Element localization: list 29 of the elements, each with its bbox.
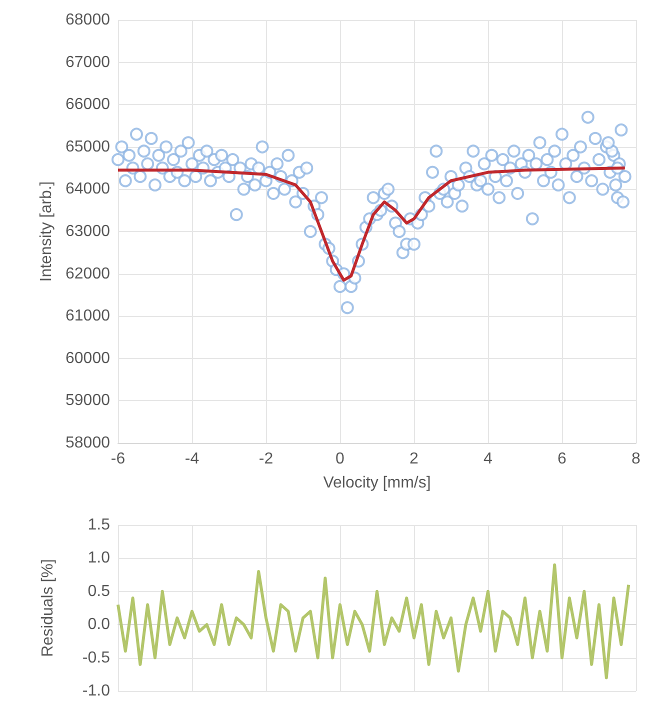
y-tick-label: 58000 (66, 434, 110, 452)
y-tick-label: 68000 (66, 12, 110, 28)
y-axis-title: Intensity [arb.] (38, 181, 56, 282)
x-tick-label: 6 (558, 450, 567, 468)
x-tick-label: -6 (110, 450, 126, 468)
x-axis-title: Velocity [mm/s] (323, 474, 431, 492)
y-axis-title: Residuals [%] (40, 559, 56, 657)
y-tick-label: 63000 (66, 223, 110, 240)
x-tick-label: -4 (184, 450, 200, 468)
y-tick-label: 61000 (66, 308, 110, 325)
x-tick-label: -2 (258, 450, 274, 468)
y-tick-label: -0.5 (82, 649, 110, 666)
y-tick-label: 62000 (66, 265, 110, 282)
y-tick-label: 59000 (66, 392, 110, 410)
x-tick-label: 2 (410, 450, 419, 468)
y-tick-label: 1.0 (88, 550, 110, 567)
y-tick-label: 60000 (66, 350, 110, 367)
y-tick-label: 0.0 (88, 616, 110, 634)
y-tick-label: 66000 (66, 96, 110, 114)
y-tick-label: 67000 (66, 54, 110, 71)
x-tick-label: 0 (336, 450, 345, 468)
line-series (116, 563, 630, 680)
x-tick-label: 8 (632, 450, 641, 468)
x-tick-label: 4 (484, 450, 493, 468)
y-tick-label: -1.0 (82, 682, 110, 700)
y-tick-label: 0.5 (88, 582, 110, 600)
y-tick-label: 1.5 (88, 516, 110, 534)
y-tick-label: 64000 (66, 180, 110, 198)
y-tick-label: 65000 (66, 138, 110, 156)
